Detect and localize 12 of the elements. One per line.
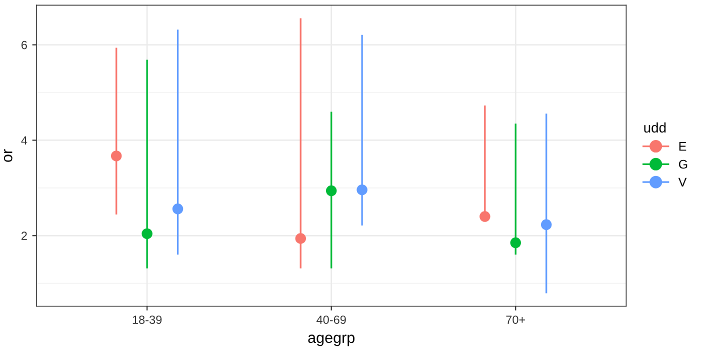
legend-title: udd [644, 122, 666, 133]
y-tick-label: 2 [22, 232, 27, 240]
y-tick-label: 4 [21, 136, 28, 145]
legend-label: V [678, 178, 687, 186]
legend-label: E [679, 142, 686, 151]
y-axis-title: or [4, 149, 12, 162]
x-tick-label: 40-69 [316, 316, 346, 324]
y-tick-label: 6 [22, 40, 27, 50]
legend-label: G [678, 160, 688, 169]
x-axis-title: agegrp [308, 334, 354, 346]
x-tick-label: 70+ [506, 316, 526, 324]
x-tick-label: 18-39 [132, 316, 162, 324]
